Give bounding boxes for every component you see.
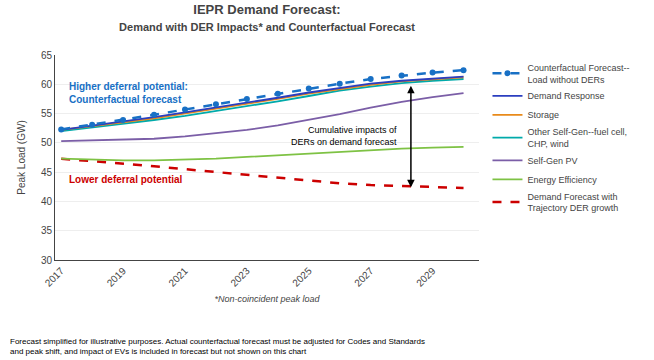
- svg-text:Demand Response: Demand Response: [527, 91, 604, 101]
- svg-text:Storage: Storage: [527, 110, 559, 120]
- svg-text:Higher deferral potential:Coun: Higher deferral potential:Counterfactual…: [69, 81, 188, 105]
- svg-text:65: 65: [41, 50, 53, 61]
- svg-text:2019: 2019: [105, 265, 129, 289]
- svg-text:Self-Gen PV: Self-Gen PV: [527, 156, 577, 166]
- svg-text:45: 45: [41, 167, 53, 178]
- svg-text:Lower deferral potential: Lower deferral potential: [69, 174, 183, 185]
- svg-text:Other Self-Gen--fuel cell,CHP,: Other Self-Gen--fuel cell,CHP, wind: [527, 127, 627, 149]
- svg-text:*Non-coincident peak load: *Non-coincident peak load: [214, 294, 320, 304]
- svg-text:55: 55: [41, 108, 53, 119]
- svg-text:Cumulative impacts ofDERs on d: Cumulative impacts ofDERs on demand fore…: [291, 125, 397, 147]
- svg-text:Peak Load (GW): Peak Load (GW): [16, 120, 27, 194]
- svg-text:35: 35: [41, 225, 53, 236]
- svg-text:Demand Forecast withTrajectory: Demand Forecast withTrajectory DER growt…: [527, 192, 618, 214]
- svg-text:Energy Efficiency: Energy Efficiency: [527, 175, 597, 185]
- svg-text:IEPR Demand Forecast:Demand wi: IEPR Demand Forecast:Demand with DER Imp…: [119, 2, 415, 33]
- svg-text:Forecast simplified for illust: Forecast simplified for illustrative pur…: [10, 337, 425, 356]
- svg-text:2023: 2023: [228, 265, 252, 289]
- svg-text:40: 40: [41, 196, 53, 207]
- svg-text:30: 30: [41, 255, 53, 266]
- svg-text:2025: 2025: [290, 265, 314, 289]
- svg-text:Counterfactual Forecast--Load: Counterfactual Forecast--Load without DE…: [527, 63, 629, 85]
- svg-text:2017: 2017: [43, 265, 67, 289]
- svg-text:2021: 2021: [166, 265, 190, 289]
- svg-text:60: 60: [41, 79, 53, 90]
- svg-text:2029: 2029: [414, 265, 438, 289]
- svg-text:2027: 2027: [352, 265, 376, 289]
- svg-text:50: 50: [41, 137, 53, 148]
